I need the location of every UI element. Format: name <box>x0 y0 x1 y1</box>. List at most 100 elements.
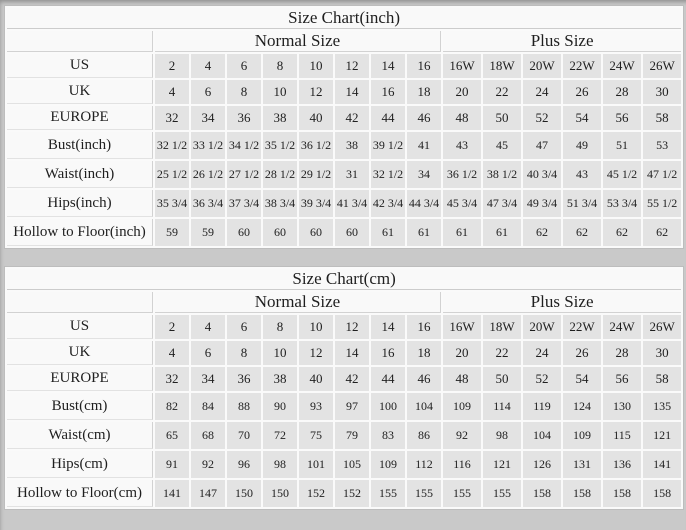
row-label: Hips(cm) <box>7 451 153 478</box>
value-cell: 36 <box>227 367 261 391</box>
row-label: Hollow to Floor(inch) <box>7 219 153 246</box>
value-cell: 30 <box>643 341 682 365</box>
table-row: EUROPE 32 34 36 38 40 42 44 46 48 50 52 54 56 58 <box>7 106 682 130</box>
value-cell: 22 <box>483 80 521 104</box>
value-cell: 38 <box>263 367 297 391</box>
value-cell: 47 <box>523 132 561 159</box>
value-cell: 28 <box>603 80 641 104</box>
table-title: Size Chart(cm) <box>7 269 682 290</box>
value-cell: 18 <box>407 80 441 104</box>
value-cell: 10 <box>299 54 333 78</box>
value-cell: 32 1/2 <box>155 132 189 159</box>
value-cell: 51 <box>603 132 641 159</box>
value-cell: 100 <box>371 393 405 420</box>
value-cell: 60 <box>335 219 369 246</box>
value-cell: 91 <box>155 451 189 478</box>
value-cell: 65 <box>155 422 189 449</box>
value-cell: 109 <box>443 393 481 420</box>
value-cell: 136 <box>603 451 641 478</box>
value-cell: 38 3/4 <box>263 190 297 217</box>
value-cell: 104 <box>523 422 561 449</box>
value-cell: 16 <box>407 315 441 339</box>
value-cell: 58 <box>643 367 682 391</box>
value-cell: 121 <box>643 422 682 449</box>
value-cell: 96 <box>227 451 261 478</box>
value-cell: 114 <box>483 393 521 420</box>
value-cell: 45 <box>483 132 521 159</box>
value-cell: 34 <box>191 367 225 391</box>
value-cell: 26 <box>563 341 601 365</box>
value-cell: 36 1/2 <box>443 161 481 188</box>
value-cell: 20W <box>523 54 561 78</box>
value-cell: 121 <box>483 451 521 478</box>
value-cell: 60 <box>263 219 297 246</box>
table-row: Waist(inch) 25 1/2 26 1/2 27 1/2 28 1/2 29 1/… <box>7 161 682 188</box>
value-cell: 32 1/2 <box>371 161 405 188</box>
value-cell: 104 <box>407 393 441 420</box>
value-cell: 18W <box>483 315 521 339</box>
value-cell: 45 3/4 <box>443 190 481 217</box>
value-cell: 24 <box>523 341 561 365</box>
value-cell: 4 <box>191 315 225 339</box>
value-cell: 150 <box>263 480 297 507</box>
value-cell: 46 <box>407 367 441 391</box>
value-cell: 41 3/4 <box>335 190 369 217</box>
value-cell: 49 <box>563 132 601 159</box>
table-row: Hips(cm) 91 92 96 98 101 105 109 112 116 121 126 131… <box>7 451 682 478</box>
row-label: EUROPE <box>7 367 153 391</box>
value-cell: 26W <box>643 315 682 339</box>
row-label: EUROPE <box>7 106 153 130</box>
title-row: Size Chart(inch) <box>7 8 682 29</box>
row-label: Bust(inch) <box>7 132 153 159</box>
group-header-plus-size: Plus Size <box>443 292 682 313</box>
row-label: Waist(cm) <box>7 422 153 449</box>
value-cell: 130 <box>603 393 641 420</box>
value-cell: 115 <box>603 422 641 449</box>
value-cell: 92 <box>191 451 225 478</box>
value-cell: 20W <box>523 315 561 339</box>
value-cell: 54 <box>563 367 601 391</box>
value-cell: 38 <box>263 106 297 130</box>
value-cell: 54 <box>563 106 601 130</box>
title-row: Size Chart(cm) <box>7 269 682 290</box>
value-cell: 25 1/2 <box>155 161 189 188</box>
value-cell: 60 <box>299 219 333 246</box>
group-header-plus-size: Plus Size <box>443 31 682 52</box>
value-cell: 6 <box>227 315 261 339</box>
value-cell: 22 <box>483 341 521 365</box>
value-cell: 88 <box>227 393 261 420</box>
value-cell: 16 <box>407 54 441 78</box>
value-cell: 4 <box>155 80 189 104</box>
value-cell: 35 1/2 <box>263 132 297 159</box>
table-title: Size Chart(inch) <box>7 8 682 29</box>
value-cell: 112 <box>407 451 441 478</box>
value-cell: 150 <box>227 480 261 507</box>
value-cell: 24 <box>523 80 561 104</box>
value-cell: 28 <box>603 341 641 365</box>
corner-cell <box>7 31 153 52</box>
value-cell: 40 <box>299 367 333 391</box>
value-cell: 26W <box>643 54 682 78</box>
value-cell: 158 <box>643 480 682 507</box>
value-cell: 82 <box>155 393 189 420</box>
value-cell: 53 3/4 <box>603 190 641 217</box>
value-cell: 8 <box>227 80 261 104</box>
value-cell: 56 <box>603 106 641 130</box>
value-cell: 22W <box>563 315 601 339</box>
value-cell: 52 <box>523 106 561 130</box>
value-cell: 109 <box>563 422 601 449</box>
value-cell: 158 <box>523 480 561 507</box>
size-chart-inch: Size Chart(inch) Normal Size Plus Size US 2 4… <box>4 5 685 249</box>
value-cell: 12 <box>335 315 369 339</box>
value-cell: 41 <box>407 132 441 159</box>
value-cell: 40 3/4 <box>523 161 561 188</box>
table-row: Bust(inch) 32 1/2 33 1/2 34 1/2 35 1/2 36 1/2… <box>7 132 682 159</box>
value-cell: 24W <box>603 315 641 339</box>
value-cell: 109 <box>371 451 405 478</box>
value-cell: 50 <box>483 367 521 391</box>
value-cell: 152 <box>335 480 369 507</box>
value-cell: 62 <box>603 219 641 246</box>
value-cell: 29 1/2 <box>299 161 333 188</box>
value-cell: 93 <box>299 393 333 420</box>
value-cell: 42 <box>335 367 369 391</box>
